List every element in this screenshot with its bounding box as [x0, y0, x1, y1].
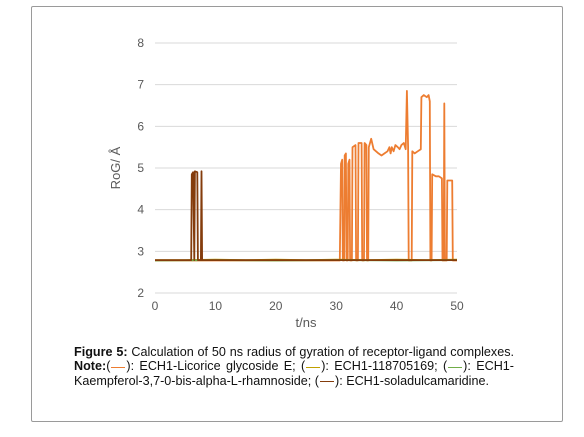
legend-item-1: ): ECH1-Licorice glycoside E; ( — [126, 359, 306, 374]
series-line-1 — [155, 90, 457, 262]
x-tick-label: 0 — [152, 299, 159, 313]
legend-item-4: ): ECH1-soladulcamaridine. — [335, 373, 489, 388]
legend-item-2: ): ECH1-118705169; ( — [321, 359, 448, 374]
x-tick-label: 10 — [209, 299, 223, 313]
caption-text: Calculation of 50 ns radius of gyration … — [127, 345, 515, 359]
note-label: Note: — [74, 359, 107, 374]
y-tick-label: 4 — [137, 203, 144, 217]
x-tick-label: 40 — [390, 299, 404, 313]
x-axis-label: t/ns — [296, 315, 317, 330]
x-tick-label: 50 — [450, 299, 464, 313]
legend-swatch-1 — [111, 366, 126, 368]
legend-swatch-3 — [448, 366, 463, 368]
figure-caption: Figure 5: Calculation of 50 ns radius of… — [74, 345, 514, 388]
legend-swatch-4 — [320, 380, 334, 382]
series-lines — [154, 90, 458, 262]
y-tick-label: 5 — [137, 161, 144, 175]
y-axis-label: RoG/ Å — [108, 146, 123, 189]
x-tick-labels: 0 10 20 30 40 50 — [152, 299, 464, 313]
x-tick-label: 30 — [330, 299, 344, 313]
grid-lines — [155, 42, 457, 294]
y-tick-label: 2 — [137, 286, 144, 300]
y-tick-label: 8 — [137, 36, 144, 50]
series-line-4 — [155, 170, 457, 262]
y-tick-label: 7 — [137, 78, 144, 92]
caption-open-paren: ( — [106, 359, 111, 374]
x-tick-label: 20 — [269, 299, 283, 313]
y-tick-label: 6 — [137, 119, 144, 133]
figure-label: Figure 5: — [74, 345, 128, 359]
y-tick-labels: 2 3 4 5 6 7 8 — [137, 36, 144, 300]
y-tick-label: 3 — [137, 244, 144, 258]
figure-frame — [31, 6, 563, 422]
chart: 2 3 4 5 6 7 8 0 10 20 30 40 50 t/ns RoG/ Å — [108, 36, 464, 330]
legend-swatch-2 — [306, 366, 321, 368]
legend-item-3: ): ECH1-Kaempferol-3,7-0-bis-alpha-L-rha… — [74, 359, 514, 388]
